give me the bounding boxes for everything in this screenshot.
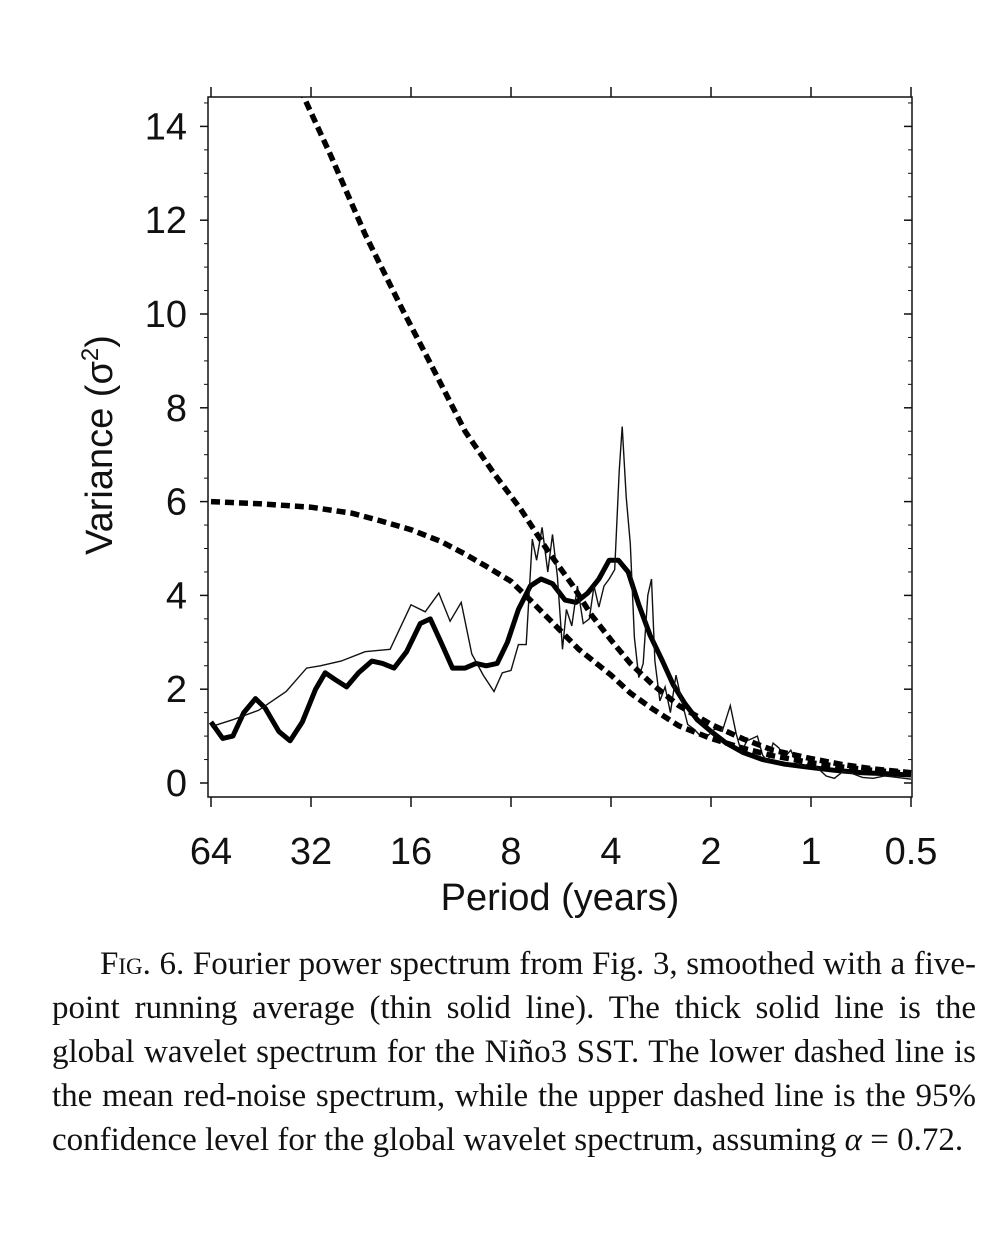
- x-tick-label: 2: [700, 831, 721, 873]
- y-axis-title-close: ): [79, 335, 121, 348]
- series-line-thick-solid: [208, 557, 912, 778]
- plot-frame: [207, 96, 913, 798]
- y-tick-label: 6: [166, 482, 187, 524]
- series-line-dashed-upper: [300, 97, 912, 776]
- x-tick-label: 16: [390, 831, 432, 873]
- y-tick-label: 8: [166, 388, 187, 430]
- caption-text-end: = 0.72.: [870, 1122, 964, 1158]
- y-tick-label: 10: [145, 294, 187, 336]
- x-axis-tick-labels: 64 32 16 8 4 2 1 0.5: [190, 831, 938, 873]
- caption-text: Fourier power spectrum from Fig. 3, smoo…: [52, 946, 976, 1158]
- caption-alpha-symbol: α: [844, 1122, 862, 1158]
- x-axis-title: Period (years): [441, 877, 680, 919]
- x-tick-label: 32: [290, 831, 332, 873]
- figure-caption: Fig. 6. Fourier power spectrum from Fig.…: [52, 942, 976, 1162]
- axis-minor-ticks: [204, 102, 912, 761]
- x-tick-label: 64: [190, 831, 232, 873]
- y-tick-label: 2: [166, 669, 187, 711]
- x-tick-label: 4: [600, 831, 621, 873]
- y-tick-label: 0: [166, 763, 187, 805]
- y-axis-tick-labels: 0 2 4 6 8 10 12 14: [145, 106, 187, 805]
- x-tick-label: 1: [800, 831, 821, 873]
- y-axis-title: Variance (σ2): [77, 335, 121, 555]
- axis-ticks: [200, 87, 912, 807]
- series-line-dashed-lower: [210, 498, 912, 777]
- y-axis-title-superscript: 2: [77, 348, 104, 361]
- y-tick-label: 12: [145, 200, 187, 242]
- caption-fig-number: 6.: [159, 946, 185, 982]
- y-tick-label: 14: [145, 106, 187, 148]
- chart-canvas: 64 32 16 8 4 2 1 0.5 0 2 4 6 8 10 12 14 Period (years)…: [77, 87, 938, 919]
- y-axis-title-main: Variance (σ: [79, 361, 121, 555]
- series-line-thin-solid: [210, 426, 912, 780]
- y-tick-label: 4: [166, 575, 187, 617]
- caption-fig-label: Fig.: [100, 946, 151, 982]
- x-tick-label: 0.5: [885, 831, 938, 873]
- x-tick-label: 8: [500, 831, 521, 873]
- series-group: [208, 97, 912, 780]
